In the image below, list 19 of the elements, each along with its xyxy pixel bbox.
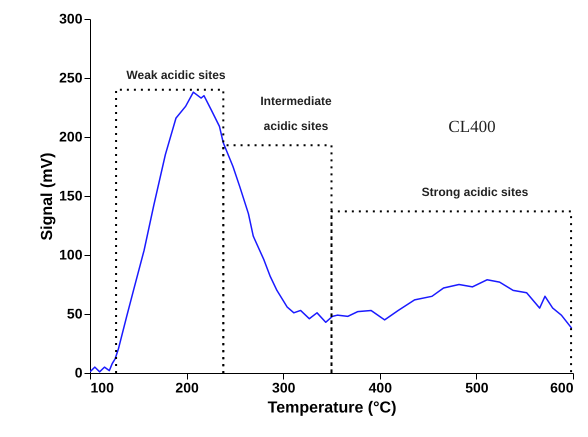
- x-tick-label: 600: [550, 380, 574, 396]
- x-axis-title: Temperature (°C): [268, 400, 396, 416]
- x-tick-label: 200: [175, 380, 199, 396]
- y-tick-label: 50: [66, 306, 83, 322]
- annotation: Strong acidic sites: [422, 185, 529, 199]
- y-tick-label: 250: [59, 70, 83, 86]
- y-tick-label: 300: [59, 10, 83, 26]
- annotation: Intermediate acidic sites: [260, 94, 332, 133]
- y-axis-title: Signal (mV): [39, 152, 56, 241]
- x-tick-label: 100: [90, 380, 114, 396]
- annotation: Weak acidic sites: [126, 68, 226, 82]
- x-tick-label: 500: [465, 380, 489, 396]
- y-tick-label: 0: [74, 364, 83, 380]
- x-tick-label: 300: [272, 380, 296, 396]
- y-tick-label: 150: [59, 188, 83, 204]
- y-tick-label: 200: [59, 128, 83, 144]
- x-tick-label: 400: [368, 380, 392, 396]
- annotation: CL400: [448, 117, 496, 136]
- y-tick-label: 100: [59, 246, 83, 262]
